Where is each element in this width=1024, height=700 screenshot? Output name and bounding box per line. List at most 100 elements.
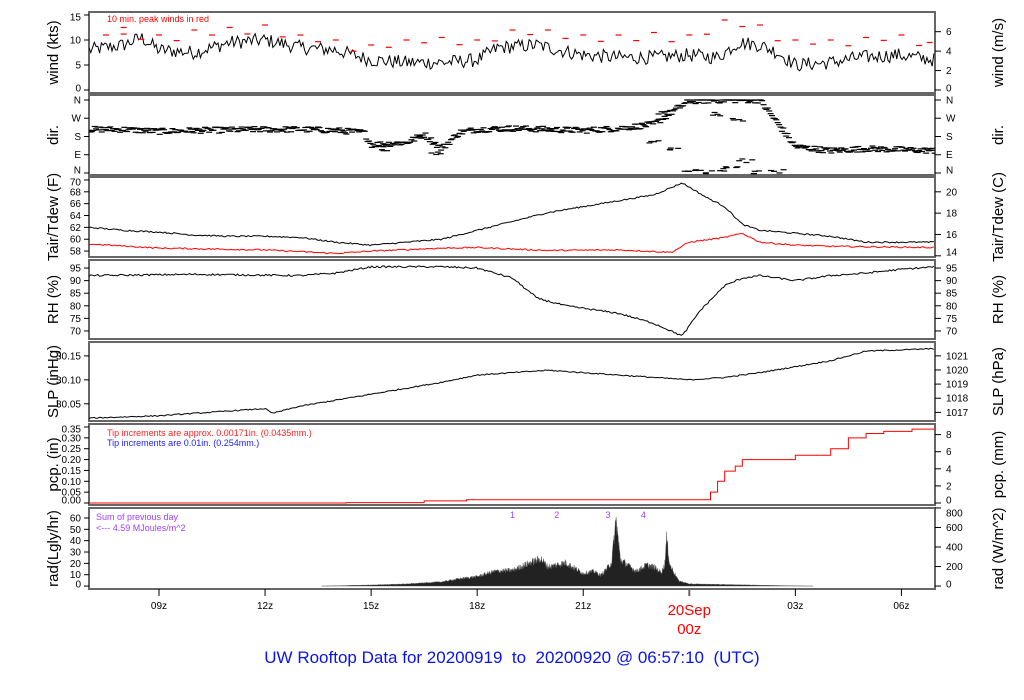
left-tick-label: 90 — [70, 276, 82, 287]
left-tick-label: 0.15 — [62, 466, 82, 477]
tip-increment-note-red: Tip increments are approx. 0.00171in. (0… — [107, 428, 312, 438]
right-tick-label: 20 — [946, 187, 958, 198]
right-tick-label: 4 — [946, 464, 952, 475]
panel-data-slp — [89, 347, 935, 420]
series-line-tair — [89, 182, 934, 247]
left-tick-label: S — [74, 132, 81, 143]
panel-data-pcp — [89, 428, 935, 504]
left-tick-label: 64 — [70, 211, 82, 222]
right-tick-label: 1020 — [946, 365, 969, 376]
y-axis-label-left: rad(Lgly/hr) — [45, 510, 62, 587]
radiation-marker-label: 3 — [605, 510, 610, 520]
panel-frame — [88, 11, 936, 94]
panel-pcp: 0.000.050.100.150.200.250.300.35 0 2 4 6 8 pcp… — [45, 423, 1007, 507]
y-axis-label-right: RH (%) — [990, 275, 1007, 324]
right-tick-label: E — [946, 150, 953, 161]
y-axis-label-left: pcp. (in) — [45, 437, 62, 491]
right-tick-label: 80 — [946, 301, 958, 312]
left-tick-label: W — [72, 114, 82, 125]
y-axis-label-right: pcp. (mm) — [990, 431, 1007, 499]
panel-frame — [88, 423, 936, 506]
right-tick-label: 95 — [946, 264, 958, 275]
series-line-tdew — [89, 233, 934, 255]
left-tick-label: E — [74, 150, 81, 161]
y-axis-label-left: wind (kts) — [45, 20, 62, 85]
panel-data-wind — [89, 19, 935, 72]
left-tick-label: 30.05 — [56, 399, 81, 410]
left-tick-label: 60 — [70, 513, 82, 524]
left-tick-label: 30.10 — [56, 375, 81, 386]
x-tick-label: 21z — [575, 601, 591, 612]
x-tick-label-hour: 00z — [677, 621, 701, 638]
left-tick-label: 10 — [70, 570, 82, 581]
right-tick-label: 14 — [946, 248, 958, 259]
right-tick-label: 70 — [946, 326, 958, 337]
right-tick-label: S — [946, 132, 953, 143]
right-tick-label: N — [946, 166, 953, 177]
series-line-wind — [89, 32, 935, 72]
right-tick-label: 85 — [946, 289, 958, 300]
left-tick-label: 60 — [70, 235, 82, 246]
right-tick-label: 0 — [946, 580, 952, 591]
y-axis-label-right: SLP (hPa) — [990, 347, 1007, 416]
right-tick-label: 800 — [946, 509, 963, 520]
left-tick-label: 0.20 — [62, 455, 82, 466]
right-tick-label: 200 — [946, 562, 963, 573]
panel-data-rad — [321, 516, 814, 587]
panel-frame — [88, 94, 936, 176]
panel-frame — [88, 507, 936, 590]
left-tick-label: 0.30 — [62, 433, 82, 444]
left-tick-label: 0.05 — [62, 488, 82, 499]
panel-data-temp — [89, 182, 934, 255]
left-tick-label: 30.15 — [56, 351, 81, 362]
right-tick-label: 0 — [946, 496, 952, 507]
series-line-pcp — [89, 428, 935, 504]
right-tick-label: 6 — [946, 27, 952, 38]
radiation-sum-label: Sum of previous day — [96, 512, 179, 522]
radiation-sum-value: <--- 4.59 MJoules/m^2 — [96, 523, 186, 533]
left-tick-label: 68 — [70, 187, 82, 198]
series-area-rad — [321, 516, 814, 587]
left-tick-label: 66 — [70, 199, 82, 210]
right-tick-label: 1018 — [946, 394, 969, 405]
left-tick-label: 0.35 — [62, 425, 82, 436]
right-tick-label: 600 — [946, 523, 963, 534]
right-tick-label: 16 — [946, 230, 958, 241]
right-tick-label: 2 — [946, 66, 952, 77]
peak-wind-note: 10 min. peak winds in red — [107, 14, 209, 24]
right-tick-label: 18 — [946, 209, 958, 220]
left-tick-label: 58 — [70, 247, 82, 258]
radiation-marker-label: 1 — [510, 510, 515, 520]
left-tick-label: 95 — [70, 264, 82, 275]
right-tick-label: 4 — [946, 47, 952, 58]
y-axis-label-left: SLP (inHg) — [45, 345, 62, 418]
tip-increment-note-blue: Tip increments are 0.01in. (0.254mm.) — [107, 438, 259, 448]
x-tick-label: 06z — [893, 601, 909, 612]
left-tick-label: 0.10 — [62, 477, 82, 488]
right-tick-label: 1021 — [946, 351, 969, 362]
left-tick-label: 85 — [70, 289, 82, 300]
right-tick-label: 1017 — [946, 408, 969, 419]
panel-data-dir — [89, 99, 935, 175]
x-tick-label: 03z — [787, 601, 803, 612]
y-axis-label-right: dir. — [990, 125, 1007, 145]
right-tick-label: 400 — [946, 543, 963, 554]
left-tick-label: 50 — [70, 525, 82, 536]
panel-frame — [88, 176, 936, 258]
left-tick-label: 70 — [70, 178, 82, 189]
radiation-marker-label: 2 — [554, 510, 559, 520]
series-line-rh — [89, 265, 935, 336]
panel-frame — [88, 341, 936, 422]
panel-data-rh — [89, 265, 935, 336]
left-tick-label: 30 — [70, 548, 82, 559]
left-tick-label: N — [74, 96, 81, 107]
panel-wind: 0 5 10 15 0 2 4 6 wind (kts) wind (m/s) 10 min. pe… — [45, 11, 1007, 95]
panel-frame — [88, 259, 936, 340]
left-tick-label: 0.25 — [62, 444, 82, 455]
left-tick-label: 0.00 — [62, 496, 82, 507]
right-tick-label: 6 — [946, 447, 952, 458]
chart-title: UW Rooftop Data for 20200919 to 20200920… — [264, 648, 760, 667]
y-axis-label-left: RH (%) — [45, 275, 62, 324]
